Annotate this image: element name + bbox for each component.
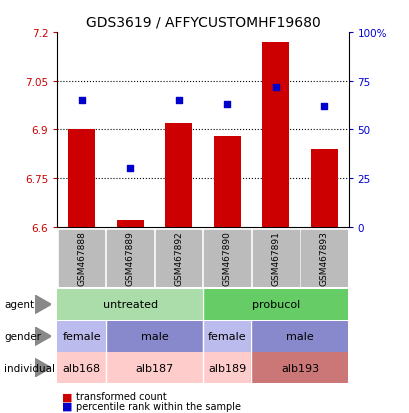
Bar	[262, 43, 288, 227]
Text: male: male	[140, 331, 168, 342]
Text: GSM467892: GSM467892	[174, 231, 183, 285]
Text: alb187: alb187	[135, 363, 173, 373]
Bar	[202, 321, 251, 352]
Point	[78, 98, 85, 104]
Bar	[251, 321, 348, 352]
Polygon shape	[35, 358, 51, 377]
Bar	[301, 230, 346, 286]
Bar	[68, 130, 95, 227]
Bar	[204, 230, 249, 286]
Text: ■: ■	[61, 392, 72, 401]
Bar	[106, 321, 202, 352]
Bar	[106, 352, 202, 383]
Text: GSM467890: GSM467890	[222, 231, 231, 285]
Text: alb193: alb193	[280, 363, 318, 373]
Text: female: female	[207, 331, 246, 342]
Point	[272, 84, 279, 91]
Text: ■: ■	[61, 401, 72, 411]
Bar	[252, 230, 298, 286]
Bar	[117, 221, 143, 227]
Point	[127, 166, 133, 172]
Bar	[107, 230, 153, 286]
Text: transformed count: transformed count	[76, 392, 166, 401]
Text: female: female	[62, 331, 101, 342]
Text: GSM467891: GSM467891	[271, 231, 279, 285]
Bar	[213, 137, 240, 227]
Bar	[165, 123, 191, 227]
Text: GSM467893: GSM467893	[319, 231, 328, 285]
Bar	[202, 289, 348, 320]
Bar	[57, 289, 202, 320]
Bar	[57, 321, 106, 352]
Title: GDS3619 / AFFYCUSTOMHF19680: GDS3619 / AFFYCUSTOMHF19680	[85, 15, 319, 29]
Text: alb168: alb168	[63, 363, 101, 373]
Text: GSM467889: GSM467889	[126, 231, 134, 285]
Bar	[310, 150, 337, 227]
Bar	[155, 230, 201, 286]
Bar	[59, 230, 104, 286]
Point	[320, 104, 327, 110]
Text: gender: gender	[4, 331, 41, 342]
Text: agent: agent	[4, 299, 34, 310]
Text: untreated: untreated	[102, 299, 157, 310]
Text: GSM467888: GSM467888	[77, 231, 86, 285]
Bar	[202, 352, 251, 383]
Polygon shape	[35, 327, 51, 346]
Bar	[251, 352, 348, 383]
Text: probucol: probucol	[251, 299, 299, 310]
Text: male: male	[285, 331, 313, 342]
Polygon shape	[35, 295, 51, 314]
Text: individual: individual	[4, 363, 55, 373]
Bar	[57, 352, 106, 383]
Point	[175, 98, 182, 104]
Text: alb189: alb189	[208, 363, 246, 373]
Text: percentile rank within the sample: percentile rank within the sample	[76, 401, 240, 411]
Point	[223, 102, 230, 108]
